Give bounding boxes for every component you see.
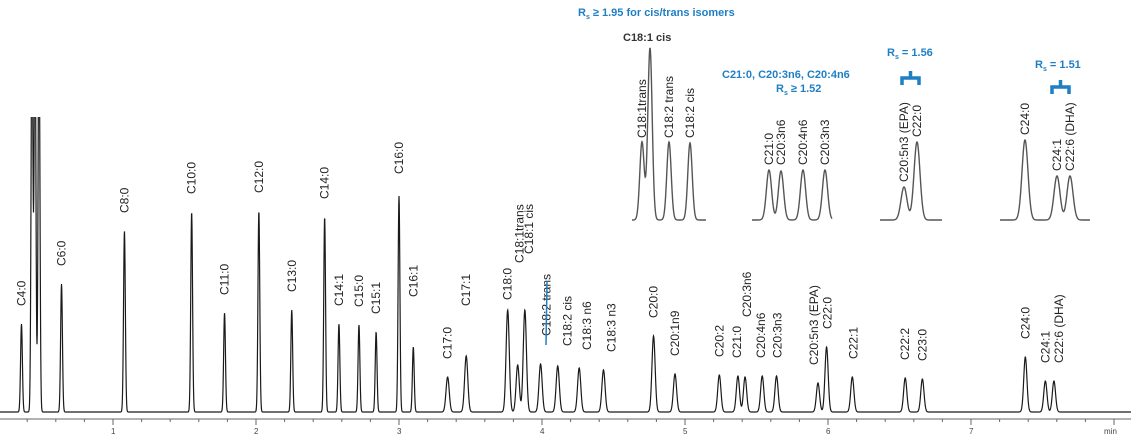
peak-label: C6:0 bbox=[55, 240, 69, 266]
peak-label: C20:3n3 bbox=[771, 312, 785, 358]
x-tick-label: 4 bbox=[540, 427, 545, 436]
inset-chromatogram: C18:1trans C18:2 trans C18:2 cis bbox=[632, 47, 706, 221]
peak-label: C22:2 bbox=[898, 328, 912, 360]
peak-label: C11:0 bbox=[218, 264, 232, 295]
main-chromatogram-trace bbox=[0, 10, 1131, 413]
peak-label: C10:0 bbox=[185, 162, 199, 194]
inset1-top-peak-label: C18:1 cis bbox=[623, 32, 671, 44]
peak-label: C14:0 bbox=[318, 167, 332, 199]
peak-label: C22:0 bbox=[821, 297, 835, 329]
inset4-resolution: Rs = 1.51 bbox=[1035, 59, 1081, 73]
peak-labels: C4:0 C6:0 C8:0 C10:0 C11:0 C12:0 C13:0 C14:0 C14… bbox=[14, 142, 1065, 365]
inset-peak-label: C18:1trans bbox=[635, 79, 649, 138]
x-tick-label: 3 bbox=[397, 427, 402, 436]
peak-label: C8:0 bbox=[117, 187, 131, 213]
inset-peak-label: C24:0 bbox=[1018, 103, 1032, 135]
peak-label: C13:0 bbox=[285, 260, 299, 292]
peak-label: C18:3 n3 bbox=[604, 303, 618, 352]
peak-label: C17:0 bbox=[441, 327, 455, 359]
x-tick-label: 7 bbox=[969, 427, 974, 436]
inset3-bracket-icon bbox=[900, 71, 921, 85]
inset-peak-label: C21:0 bbox=[762, 133, 776, 165]
x-tick-label: 2 bbox=[254, 427, 259, 436]
peak-label: C18:1trans bbox=[513, 204, 527, 263]
inset-peak-label: C24:1 bbox=[1050, 139, 1064, 171]
peak-label: C16:1 bbox=[406, 265, 420, 297]
trans-marker-line bbox=[545, 280, 548, 346]
inset-chromatogram: C24:0 C24:1 C22:6 (DHA) bbox=[1000, 102, 1090, 221]
x-axis: 1 2 3 4 5 6 7 bbox=[0, 418, 1131, 436]
inset-peak-label: C20:4n6 bbox=[796, 119, 810, 165]
peak-label: C12:0 bbox=[252, 161, 266, 193]
peak-label: C18:1 cis bbox=[522, 204, 536, 254]
peak-label: C22:6 (DHA) bbox=[1052, 294, 1066, 363]
inset-peak-label: C22:6 (DHA) bbox=[1063, 102, 1077, 171]
peak-label: C17:1 bbox=[459, 274, 473, 306]
inset-peak-label: C20:3n6 bbox=[774, 119, 788, 165]
peak-label: C18:2 cis bbox=[561, 296, 575, 346]
inset-peak-label: C20:5n3 (EPA) bbox=[897, 102, 911, 182]
peak-label: C24:1 bbox=[1038, 331, 1052, 363]
peak-label: C21:0 bbox=[730, 326, 744, 358]
inset4-bracket-icon bbox=[1050, 80, 1071, 94]
inset-chromatograms: C18:1trans C18:2 trans C18:2 cisC21:0C20:3… bbox=[632, 47, 1090, 221]
inset3-resolution: Rs = 1.56 bbox=[887, 47, 933, 61]
peak-label: C22:1 bbox=[846, 327, 860, 359]
peak-label: C20:1n9 bbox=[668, 310, 682, 356]
peak-label: C14:1 bbox=[332, 274, 346, 306]
peak-label: C23:0 bbox=[915, 329, 929, 361]
inset-chromatogram: C20:5n3 (EPA) C22:0 bbox=[880, 102, 942, 221]
peak-label: C4:0 bbox=[14, 280, 28, 306]
inset-peak-label: C22:0 bbox=[910, 105, 924, 137]
inset-peak-label: C18:2 trans bbox=[662, 76, 676, 138]
inset-peak-label: C18:2 cis bbox=[683, 88, 697, 138]
x-tick-label: 6 bbox=[826, 427, 831, 436]
peak-label: C20:0 bbox=[647, 286, 661, 318]
inset2-resolution: Rs ≥ 1.52 bbox=[776, 83, 821, 97]
peak-label: C20:3n6 bbox=[740, 271, 754, 317]
peak-label: C15:1 bbox=[369, 282, 383, 314]
x-axis-unit: min bbox=[1104, 427, 1117, 436]
peak-label: C20:5n3 (EPA) bbox=[807, 285, 821, 365]
inset-peak-label: C20:3n3 bbox=[818, 119, 832, 165]
peak-label: C20:2 bbox=[712, 325, 726, 357]
peak-label: C16:0 bbox=[392, 142, 406, 174]
peak-label: C24:0 bbox=[1018, 307, 1032, 339]
x-tick-label: 1 bbox=[111, 427, 116, 436]
cis-trans-resolution-annotation: Rs ≥ 1.95 for cis/trans isomers bbox=[578, 7, 735, 21]
peak-label: C18:0 bbox=[501, 268, 515, 300]
peak-label: C15:0 bbox=[352, 275, 366, 307]
peak-label: C18:3 n6 bbox=[580, 301, 594, 350]
peak-label: C20:4n6 bbox=[754, 312, 768, 358]
x-tick-label: 5 bbox=[683, 427, 688, 436]
inset2-title: C21:0, C20:3n6, C20:4n6 bbox=[722, 69, 850, 81]
